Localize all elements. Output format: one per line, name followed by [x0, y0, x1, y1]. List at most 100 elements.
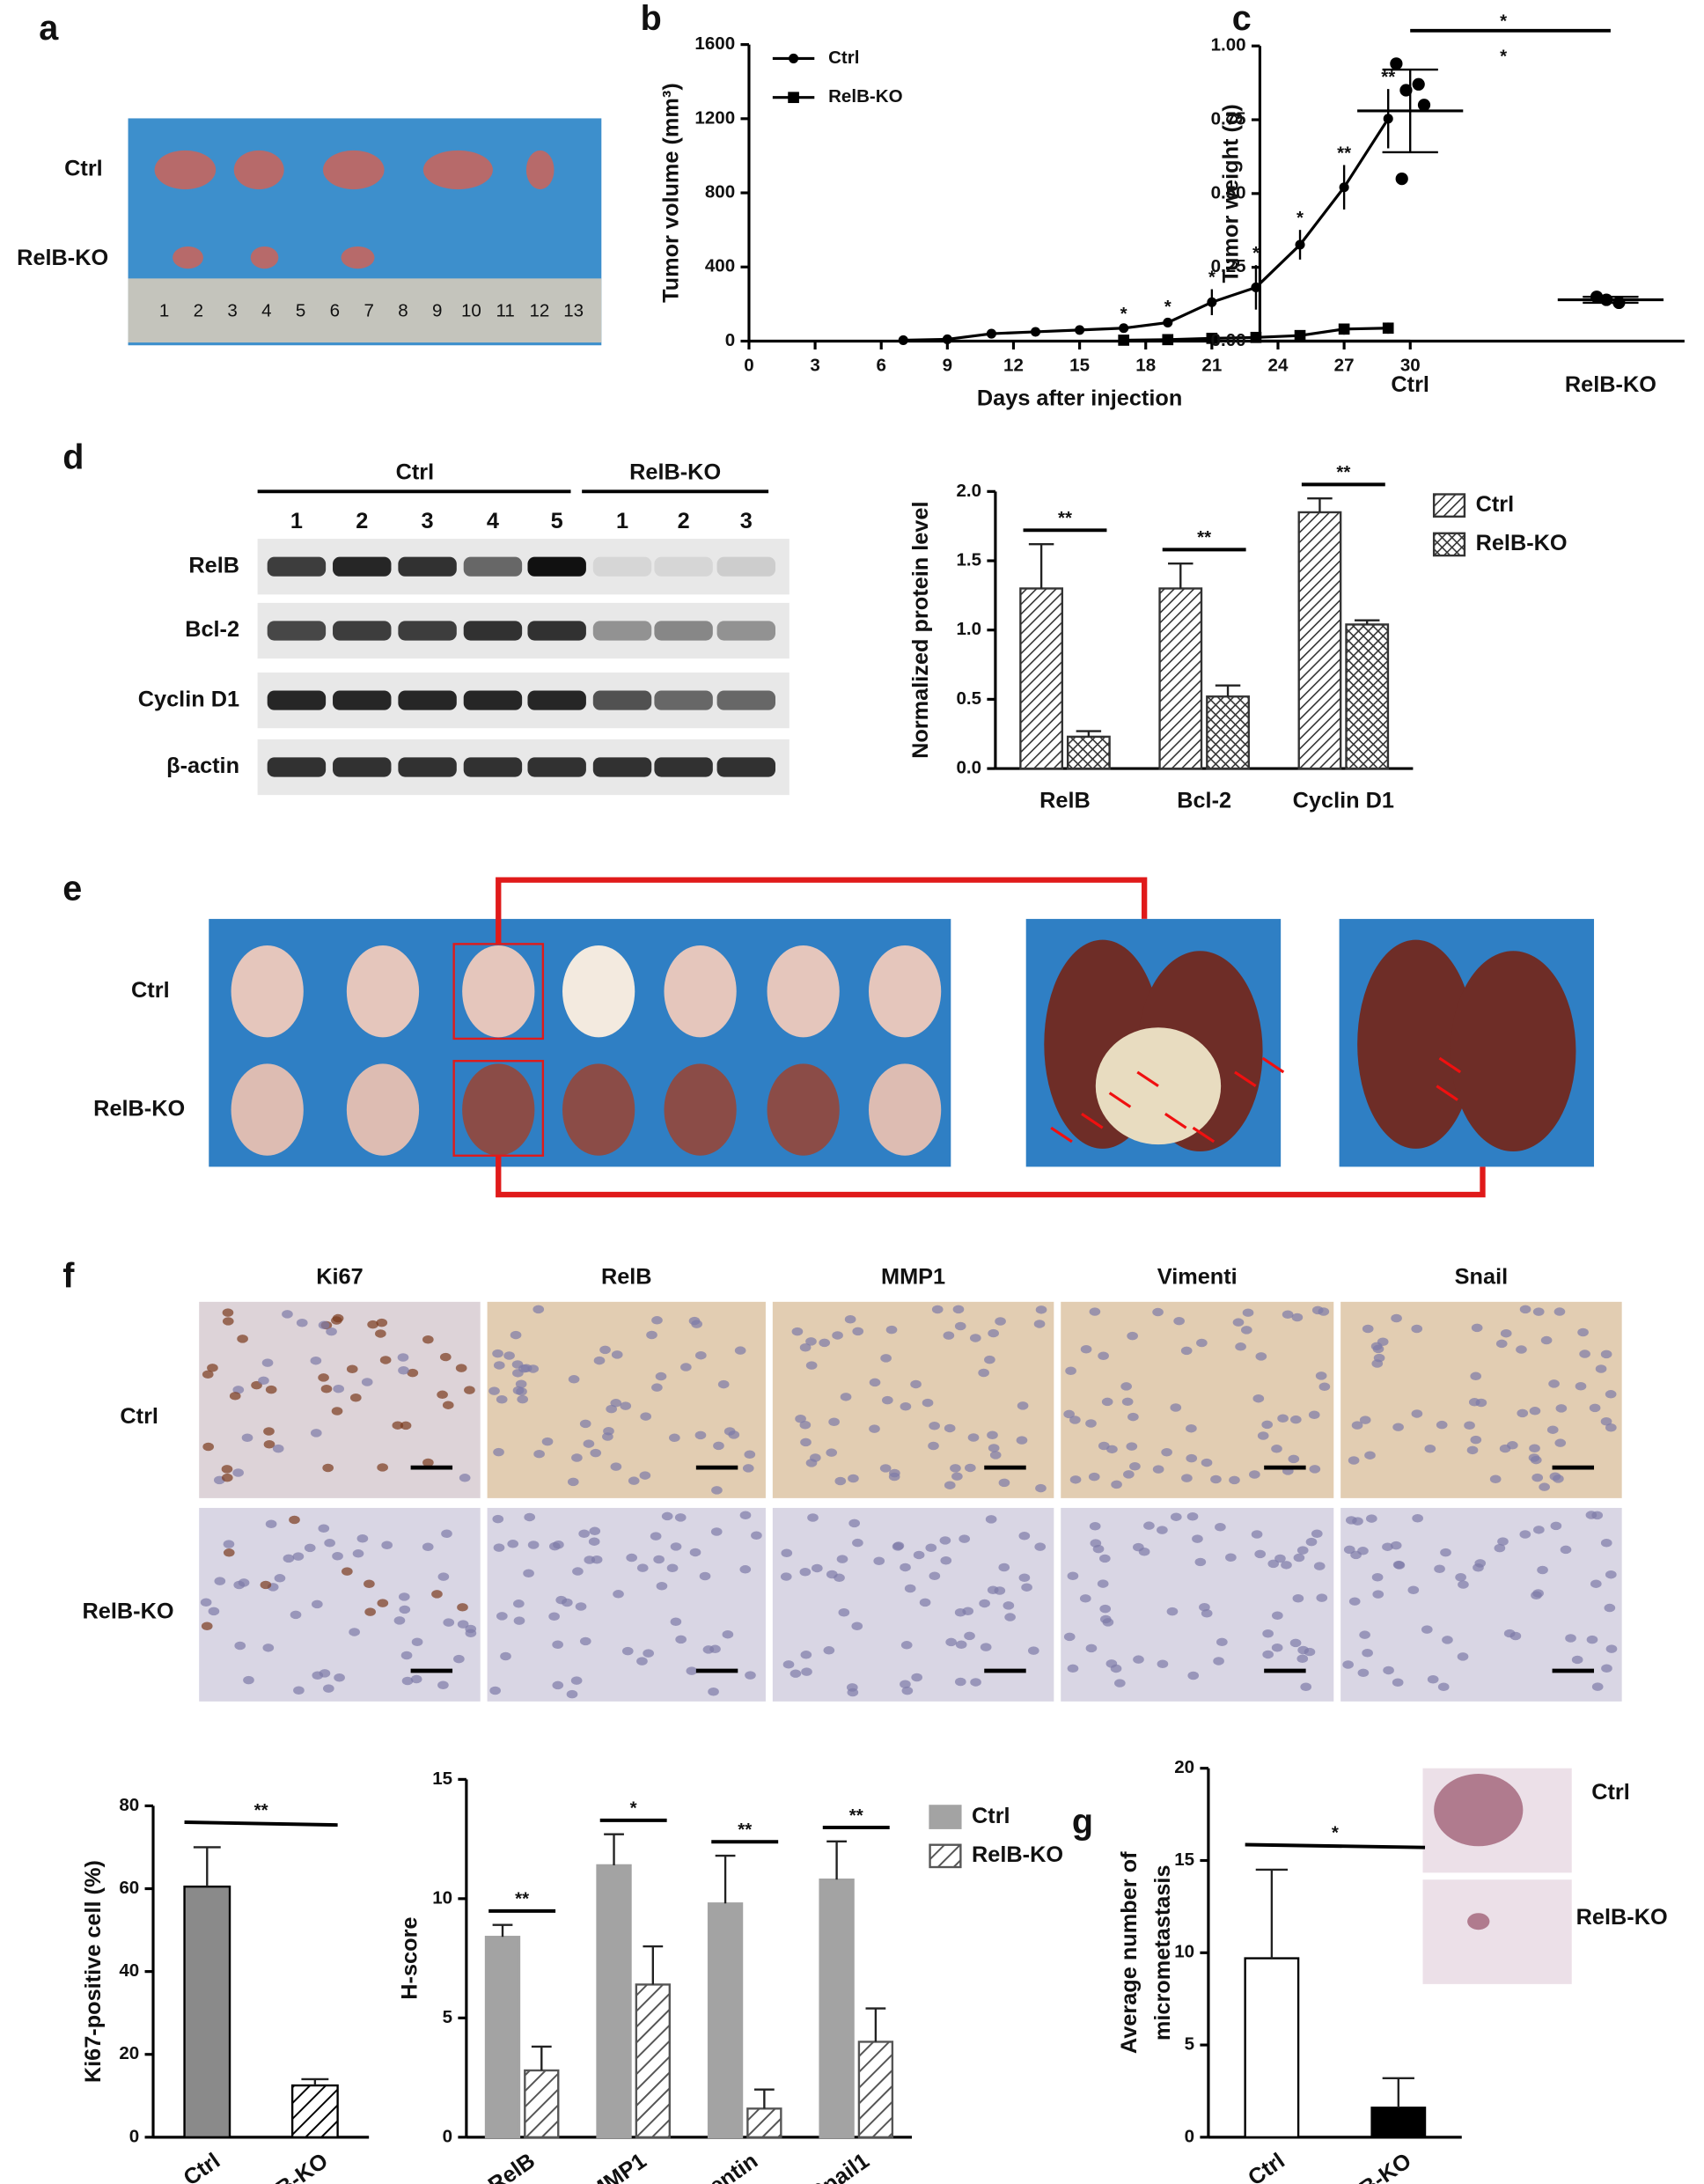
blot-band [716, 757, 776, 777]
nucleus [1497, 1537, 1509, 1546]
nucleus [457, 1603, 468, 1612]
nucleus [1605, 1570, 1617, 1579]
point [1395, 172, 1408, 186]
nucleus [670, 1617, 682, 1626]
row-label: β-actin [166, 754, 239, 778]
nucleus [711, 1486, 723, 1495]
nucleus [464, 1386, 475, 1394]
legend-marker [788, 92, 799, 104]
nucleus [1170, 1512, 1182, 1521]
nucleus [1517, 1408, 1529, 1418]
nucleus [1229, 1475, 1240, 1485]
blot-band [333, 556, 392, 577]
y-tick-label: 20 [119, 2043, 139, 2063]
nucleus [1157, 1526, 1168, 1534]
nucleus [805, 1337, 817, 1346]
nucleus [1034, 1542, 1047, 1551]
nucleus [742, 1464, 754, 1473]
nucleus [928, 1441, 939, 1451]
nucleus [221, 1465, 233, 1474]
lane-label: 1 [616, 509, 628, 533]
nucleus [1152, 1465, 1164, 1474]
nucleus [1392, 1423, 1404, 1431]
nucleus [1272, 1611, 1283, 1620]
nucleus [1494, 1543, 1506, 1553]
column-label: Vimenti [1157, 1265, 1238, 1290]
nucleus [901, 1686, 914, 1695]
nucleus [691, 1320, 702, 1328]
nucleus [1067, 1571, 1079, 1580]
nucleus [290, 1610, 302, 1620]
nucleus [922, 1398, 934, 1408]
nucleus [602, 1432, 613, 1441]
nucleus [1289, 1638, 1302, 1648]
nucleus [265, 1385, 277, 1394]
nucleus [207, 1364, 218, 1372]
nucleus [958, 1534, 971, 1543]
nucleus [900, 1641, 913, 1650]
significance: ** [1058, 508, 1072, 528]
x-tick-label: 21 [1201, 355, 1222, 375]
x-tick-label: 12 [1003, 355, 1024, 375]
blot-band [463, 556, 523, 577]
y-tick-label: 0 [129, 2126, 139, 2146]
nucleus [1289, 1415, 1302, 1424]
tumor [154, 150, 217, 190]
nucleus [507, 1540, 519, 1548]
nucleus [911, 1673, 923, 1682]
nucleus [234, 1641, 246, 1651]
nucleus [650, 1532, 662, 1541]
nucleus [879, 1464, 892, 1473]
blot-band [654, 690, 713, 710]
nucleus [734, 1346, 746, 1355]
nucleus [223, 1548, 235, 1557]
x-tick-label: RelB-KO [1565, 372, 1656, 397]
blot-band [527, 690, 586, 710]
nucleus [443, 1618, 455, 1627]
legend-swatch [1432, 532, 1466, 557]
significance: ** [738, 1820, 752, 1840]
nucleus [1519, 1305, 1531, 1314]
nucleus [333, 1384, 344, 1393]
nucleus [951, 1472, 963, 1481]
nucleus [869, 1378, 881, 1387]
nucleus [1126, 1442, 1138, 1451]
nucleus [411, 1637, 423, 1647]
nucleus [261, 1358, 274, 1367]
lane-label: 4 [487, 509, 499, 533]
y-tick-label: 1.5 [957, 549, 982, 570]
nucleus [1533, 1526, 1545, 1534]
nucleus [318, 1320, 330, 1330]
ruler-number: 11 [496, 301, 514, 321]
nucleus [579, 1419, 591, 1429]
column-label: Snail [1455, 1265, 1508, 1290]
nucleus [880, 1354, 892, 1363]
lung [868, 945, 942, 1038]
nucleus [518, 1364, 530, 1373]
y-axis-title: Tumor volume (mm³) [659, 83, 684, 303]
nucleus [593, 1356, 606, 1365]
nucleus [375, 1329, 386, 1338]
nucleus [1364, 1451, 1376, 1460]
x-tick-label: 27 [1334, 355, 1355, 375]
blot-band [527, 757, 586, 777]
point [1162, 334, 1174, 346]
nucleus [656, 1581, 668, 1591]
nucleus [1357, 1668, 1370, 1678]
nucleus [292, 1552, 305, 1561]
nucleus [900, 1563, 911, 1572]
lung [664, 945, 737, 1038]
nucleus [562, 1598, 573, 1607]
significance: ** [849, 1805, 863, 1826]
nucleus [910, 1379, 922, 1389]
nucleus [1311, 1529, 1323, 1538]
nucleus [492, 1349, 503, 1358]
nucleus [493, 1447, 504, 1457]
nucleus [1080, 1344, 1092, 1354]
nucleus [1383, 1666, 1394, 1675]
nucleus [437, 1572, 450, 1581]
nucleus [1186, 1512, 1199, 1521]
point [942, 334, 952, 344]
y-tick-label: 20 [1174, 1757, 1194, 1777]
